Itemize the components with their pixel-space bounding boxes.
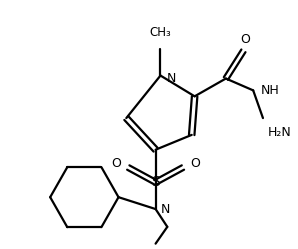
Text: O: O (111, 157, 122, 170)
Text: N: N (166, 72, 176, 85)
Text: O: O (240, 33, 250, 46)
Text: S: S (151, 175, 160, 189)
Text: N: N (161, 202, 170, 216)
Text: O: O (190, 157, 200, 170)
Text: CH₃: CH₃ (150, 26, 171, 39)
Text: NH: NH (261, 84, 280, 97)
Text: H₂N: H₂N (268, 126, 291, 139)
